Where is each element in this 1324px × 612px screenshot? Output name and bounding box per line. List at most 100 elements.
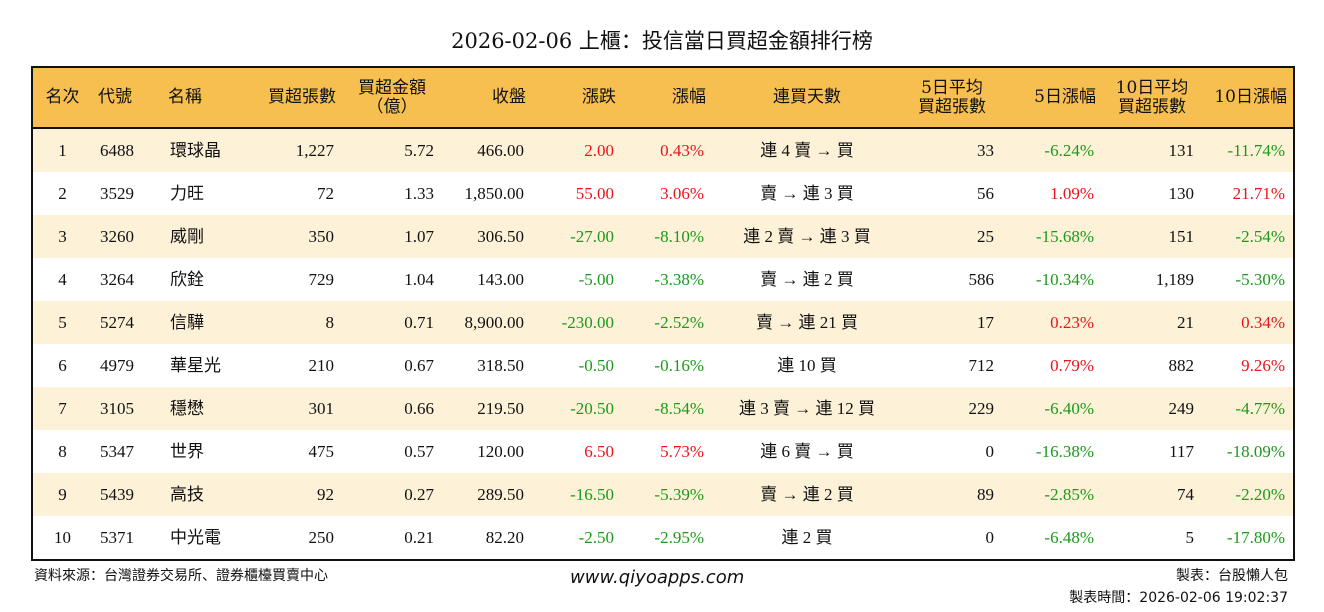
table-cell: 5371 — [100, 527, 134, 547]
table-cell: 世界 — [170, 441, 204, 461]
column-header: 名次 — [45, 87, 80, 107]
table-cell: 466.00 — [477, 140, 524, 160]
table-row: 6 4979 華星光 210 0.67 318.50 -0.50 -0.16% 連 10 買 71… — [32, 344, 1294, 387]
table-cell: 289.50 — [477, 484, 524, 504]
table-cell: 3264 — [100, 269, 134, 289]
table-cell: 130 — [1168, 183, 1195, 203]
table-cell: -16.38% — [1035, 441, 1094, 461]
table-cell: 72 — [317, 183, 334, 203]
table-cell: 4 — [58, 269, 67, 289]
column-header: 5日平均 買超張數 — [918, 77, 986, 117]
table-cell: 151 — [1168, 226, 1195, 246]
table-cell: 10 — [54, 527, 71, 547]
table-cell: 0.79% — [1050, 355, 1094, 375]
table-cell: 賣 → 連 21 買 — [756, 312, 858, 332]
table-cell: 92 — [317, 484, 334, 504]
table-cell: 131 — [1168, 140, 1195, 160]
table-cell: -3.38% — [654, 269, 704, 289]
table-cell: 0.66 — [404, 398, 434, 418]
table-cell: 5 — [1185, 527, 1195, 547]
table-cell: -8.10% — [654, 226, 704, 246]
table-cell: -10.34% — [1035, 269, 1094, 289]
table-cell: -6.48% — [1044, 527, 1094, 547]
column-header: 連買天數 — [773, 87, 841, 107]
table-cell: 0.57 — [404, 441, 434, 461]
table-cell: -5.30% — [1235, 269, 1285, 289]
table-cell: 3105 — [100, 398, 134, 418]
table-cell: 9 — [58, 484, 67, 504]
table-cell: 74 — [1177, 484, 1194, 504]
table-cell: 6.50 — [584, 441, 614, 461]
table-cell: -8.54% — [654, 398, 704, 418]
table-cell: 6488 — [100, 140, 134, 160]
column-header: 10日漲幅 — [1214, 87, 1287, 107]
table-cell: 82.20 — [485, 527, 524, 547]
table-cell: -15.68% — [1035, 226, 1094, 246]
column-header: 漲跌 — [582, 87, 616, 107]
table-cell: 8 — [58, 441, 67, 461]
table-cell: -2.20% — [1235, 484, 1285, 504]
table-cell: 89 — [977, 484, 994, 504]
table-cell: 0.34% — [1241, 312, 1285, 332]
table-cell: -2.95% — [654, 527, 704, 547]
table-cell: 729 — [308, 269, 335, 289]
table-cell: 連 6 賣 → 買 — [760, 441, 854, 461]
table-cell: -17.80% — [1226, 527, 1285, 547]
table-cell: -0.16% — [654, 355, 704, 375]
table-cell: 301 — [308, 398, 335, 418]
table-cell: 5347 — [100, 441, 134, 461]
table-cell: 威剛 — [170, 226, 204, 246]
table-cell: 5274 — [100, 312, 134, 332]
table-cell: -5.39% — [654, 484, 704, 504]
table-cell: 賣 → 連 3 買 — [760, 183, 854, 203]
column-header: 5日漲幅 — [1034, 87, 1096, 107]
table-cell: 連 4 賣 → 買 — [760, 140, 854, 160]
column-header: 10日平均 買超張數 — [1115, 77, 1189, 117]
table-cell: 9.26% — [1241, 355, 1285, 375]
data-source: 資料來源：台灣證券交易所、證券櫃檯買賣中心 — [34, 568, 328, 584]
table-cell: 賣 → 連 2 買 — [760, 269, 854, 289]
table-cell: 0.27 — [404, 484, 434, 504]
table-cell: 0 — [985, 527, 995, 547]
table-cell: 連 3 賣 → 連 12 買 — [739, 398, 875, 418]
table-cell: 信驊 — [170, 312, 204, 332]
table-cell: -4.77% — [1235, 398, 1285, 418]
column-header: 買超金額 （億） — [358, 77, 426, 117]
table-cell: 3.06% — [660, 183, 704, 203]
table-row: 9 5439 高技 92 0.27 289.50 -16.50 -5.39% 賣 → 連 2 買… — [32, 473, 1294, 516]
table-cell: 連 2 買 — [781, 527, 833, 547]
table-cell: 0.23% — [1050, 312, 1094, 332]
table-cell: 306.50 — [477, 226, 524, 246]
table-cell: 2.00 — [584, 140, 614, 160]
website-link[interactable]: www.qiyoapps.com — [570, 567, 745, 588]
table-cell: 3 — [58, 226, 67, 246]
table-cell: 143.00 — [477, 269, 524, 289]
table-cell: 318.50 — [477, 355, 524, 375]
table-cell: -6.24% — [1044, 140, 1094, 160]
table-cell: 8 — [325, 312, 335, 332]
table-cell: 1.07 — [404, 226, 434, 246]
table-cell: 21 — [1177, 312, 1194, 332]
table-row: 1 6488 環球晶 1,227 5.72 466.00 2.00 0.43% 連 4 賣 → … — [32, 128, 1294, 172]
table-cell: 25 — [977, 226, 994, 246]
table-cell: 3529 — [100, 183, 134, 203]
table-cell: 120.00 — [477, 441, 524, 461]
table-cell: 連 10 買 — [777, 355, 837, 375]
table-row: 4 3264 欣銓 729 1.04 143.00 -5.00 -3.38% 賣 → 連 2 買… — [32, 258, 1294, 301]
table-cell: 882 — [1168, 355, 1195, 375]
table-cell: 21.71% — [1232, 183, 1285, 203]
table-cell: 586 — [968, 269, 995, 289]
table-cell: 1,850.00 — [464, 183, 525, 203]
table-cell: 高技 — [170, 484, 204, 504]
table-row: 3 3260 威剛 350 1.07 306.50 -27.00 -8.10% 連 2 賣 → … — [32, 215, 1294, 258]
table-cell: 33 — [977, 140, 994, 160]
table-cell: -27.00 — [570, 226, 614, 246]
table-cell: -11.74% — [1227, 140, 1285, 160]
page-title: 2026-02-06 上櫃：投信當日買超金額排行榜 — [451, 29, 873, 53]
table-cell: 0.67 — [404, 355, 434, 375]
table-cell: 5 — [58, 312, 67, 332]
table-cell: 1.33 — [404, 183, 434, 203]
table-cell: -2.52% — [654, 312, 704, 332]
table-cell: -2.50 — [578, 527, 614, 547]
table-cell: 3260 — [100, 226, 134, 246]
